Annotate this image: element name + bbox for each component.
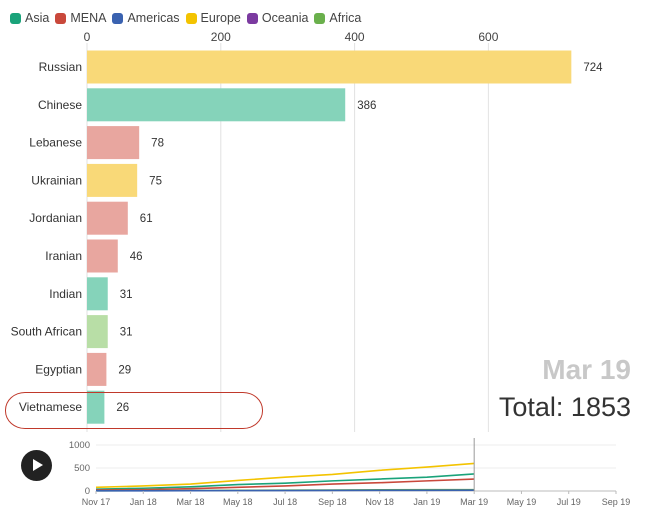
legend-swatch (55, 12, 67, 24)
timeline-chart[interactable]: 0 500 1000 Nov 17 Jan 18 Mar 18 May 18 Jul 18 Se… (0, 436, 645, 522)
value-label: 29 (118, 364, 131, 376)
legend-swatch (112, 12, 124, 24)
bar-south-african[interactable] (87, 315, 108, 349)
category-label: Indian (49, 287, 82, 301)
legend-item-europe[interactable]: Europe (185, 11, 241, 25)
legend-item-africa[interactable]: Africa (314, 11, 361, 25)
timeline-x-tick: Sep 18 (318, 497, 347, 507)
x-tick-label: 600 (478, 30, 498, 44)
x-tick-label: 0 (84, 30, 91, 44)
timeline-x-tick: Jan 18 (130, 497, 157, 507)
x-tick-label: 400 (345, 30, 365, 44)
timeline-series-europe (95, 462, 475, 489)
legend-item-oceania[interactable]: Oceania (246, 11, 309, 25)
play-button[interactable] (21, 450, 52, 481)
legend-swatch (246, 12, 258, 24)
current-date-label: Mar 19 (542, 354, 631, 385)
bar-vietnamese[interactable] (87, 390, 105, 424)
timeline-x-tick: Jan 19 (413, 497, 440, 507)
legend-label: MENA (70, 11, 107, 25)
category-label: Chinese (38, 98, 82, 112)
legend-swatch (185, 12, 197, 24)
value-label: 78 (151, 138, 164, 150)
timeline-y-tick: 0 (85, 486, 90, 497)
value-label: 75 (149, 175, 162, 187)
legend-label: Europe (200, 11, 241, 25)
category-label: Ukrainian (31, 173, 82, 187)
category-label: Iranian (45, 249, 82, 263)
bar-ukrainian[interactable] (87, 163, 138, 197)
legend-swatch (314, 12, 326, 24)
category-label: Russian (39, 60, 82, 74)
bar-chinese[interactable] (87, 88, 346, 122)
timeline-x-tick: Jul 19 (557, 497, 581, 507)
timeline-series-asia (95, 473, 475, 490)
timeline-x-tick: Sep 19 (602, 497, 631, 507)
bar-lebanese[interactable] (87, 126, 140, 160)
bar-jordanian[interactable] (87, 201, 128, 235)
value-label: 46 (130, 251, 143, 263)
bar-russian[interactable] (87, 50, 572, 84)
category-label: Egyptian (35, 362, 82, 376)
legend-label: Americas (127, 11, 180, 25)
category-label: South African (11, 325, 82, 339)
value-label: 61 (140, 213, 153, 225)
total-label: Total: 1853 (498, 392, 631, 422)
legend-item-mena[interactable]: MENA (55, 11, 106, 25)
category-label: Jordanian (29, 211, 82, 225)
bar-iranian[interactable] (87, 239, 118, 273)
legend-label: Africa (329, 11, 362, 25)
timeline-series-mena (95, 478, 475, 491)
timeline-x-tick: May 19 (507, 497, 537, 507)
timeline-x-tick: May 18 (223, 497, 253, 507)
value-label: 26 (116, 402, 129, 414)
timeline-series-americas (95, 489, 475, 492)
timeline-x-tick: Nov 17 (82, 497, 111, 507)
timeline-y-tick: 500 (74, 463, 90, 474)
legend-item-asia[interactable]: Asia (10, 11, 49, 25)
value-label: 724 (583, 62, 603, 74)
category-label: Lebanese (29, 136, 82, 150)
bar-egyptian[interactable] (87, 352, 107, 386)
bar-indian[interactable] (87, 277, 108, 311)
value-label: 31 (120, 289, 133, 301)
timeline-y-tick: 1000 (69, 440, 90, 451)
highlight-ellipse (5, 392, 263, 429)
legend: Asia MENA Americas Europe Oceania Africa (10, 8, 367, 28)
value-label: 386 (357, 100, 376, 112)
category-label: Vietnamese (19, 400, 82, 414)
timeline-x-tick: Mar 18 (177, 497, 205, 507)
timeline-x-tick: Nov 18 (365, 497, 394, 507)
legend-swatch (10, 12, 21, 24)
legend-label: Oceania (261, 11, 309, 25)
bar-chart: 0 200 400 600 Russian 724 Chinese 386 Lebanese 78… (11, 30, 603, 432)
play-icon (33, 459, 43, 471)
value-label: 31 (120, 327, 133, 339)
x-tick-label: 200 (211, 30, 231, 44)
legend-item-americas[interactable]: Americas (112, 11, 180, 25)
timeline-x-tick: Mar 19 (460, 497, 488, 507)
timeline-x-tick: Jul 18 (273, 497, 297, 507)
legend-label: Asia (25, 11, 50, 25)
